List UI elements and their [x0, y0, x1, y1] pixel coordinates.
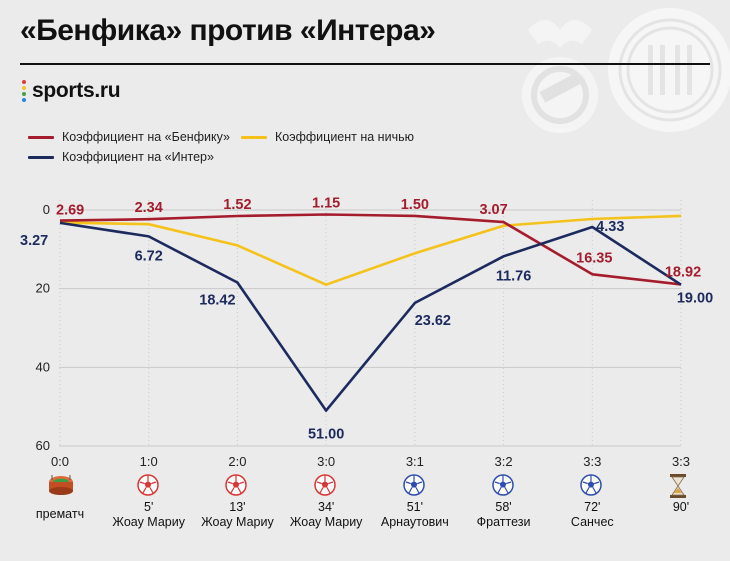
inter-ball-icon [491, 474, 514, 501]
event-player: Жоау Мариу [201, 515, 274, 529]
legend-draw-swatch [241, 135, 267, 139]
x-tick-label: 2:0 [228, 454, 246, 469]
y-tick-label: 40 [36, 359, 50, 374]
event-minute: 51' [406, 500, 423, 514]
brand-name: sports.ru [32, 79, 121, 102]
x-tick-label: 3:1 [406, 454, 424, 469]
inter-crest-icon [608, 8, 730, 132]
inter-ball-icon [403, 474, 425, 501]
benfica-ball-icon [225, 474, 248, 501]
y-tick-label: 0 [43, 202, 50, 217]
benfica-data-label: 18.92 [665, 264, 701, 280]
benfica-data-label: 2.34 [135, 200, 163, 216]
inter-data-label: 11.76 [496, 268, 532, 284]
event-label: 72' Санчес [571, 500, 614, 530]
x-tick-label: 1:0 [140, 454, 158, 469]
inter-data-label: 19.00 [677, 291, 713, 307]
event-minute: 34' [317, 500, 335, 514]
series-line [59, 221, 682, 412]
event-player: Жоау Мариу [289, 515, 363, 529]
hourglass-icon [669, 474, 687, 503]
legend-benfica-label: Коэффициент на «Бенфику» [62, 130, 230, 144]
y-tick-label: 20 [36, 281, 50, 296]
x-tick-label: 0:0 [51, 454, 69, 469]
x-tick-label: 3:2 [495, 454, 513, 469]
event-label: 51' Арнаутович [381, 500, 449, 530]
legend-draw: Коэффициент на ничью [241, 130, 414, 144]
event-player: Фраттези [476, 515, 531, 529]
inter-data-label: 6.72 [135, 248, 163, 264]
inter-data-label: 23.62 [415, 313, 451, 329]
event-player: Санчес [570, 515, 614, 529]
benfica-data-label: 1.50 [401, 197, 429, 213]
page-title: «Бенфика» против «Интера» [20, 14, 436, 47]
event-label: прематч [36, 500, 84, 522]
brand-dots-icon [22, 80, 26, 102]
brand-logo: sports.ru [22, 78, 121, 104]
legend-benfica: Коэффициент на «Бенфику» [28, 130, 230, 144]
benfica-data-label: 3.07 [479, 202, 507, 218]
title-rule [20, 63, 710, 65]
event-minute: 90' [672, 500, 690, 514]
stadium-icon [48, 474, 74, 501]
series-line [59, 213, 682, 286]
legend-inter: Коэффициент на «Интер» [28, 150, 214, 164]
event-minute: 58' [495, 500, 512, 514]
event-label: 58' Фраттези [477, 500, 531, 530]
legend-inter-label: Коэффициент на «Интер» [62, 150, 214, 164]
legend-benfica-swatch [28, 135, 54, 139]
event-label: 34' Жоау Мариу [290, 500, 363, 530]
y-tick-label: 60 [36, 438, 50, 453]
event-label: 13' Жоау Мариу [201, 500, 274, 530]
inter-data-label: 4.33 [596, 219, 624, 235]
event-minute: 13' [229, 500, 246, 514]
benfica-ball-icon [314, 474, 336, 501]
inter-data-label: 51.00 [308, 427, 344, 443]
club-logos [522, 8, 730, 133]
series-line [59, 214, 682, 287]
event-label: 90' [673, 500, 689, 515]
event-player: Арнаутович [380, 515, 449, 529]
legend-inter-swatch [28, 155, 54, 159]
event-minute: 72' [584, 500, 601, 514]
legend-draw-label: Коэффициент на ничью [275, 130, 414, 144]
benfica-ball-icon [136, 474, 159, 501]
benfica-data-label: 2.69 [56, 203, 84, 219]
event-player: Жоау Мариу [112, 515, 185, 529]
inter-data-label: 3.27 [20, 233, 48, 249]
benfica-crest-icon [522, 20, 598, 133]
inter-data-label: 18.42 [199, 292, 235, 308]
x-tick-label: 3:0 [317, 454, 335, 469]
benfica-data-label: 1.15 [312, 196, 340, 212]
inter-ball-icon [580, 474, 603, 501]
benfica-data-label: 1.52 [223, 197, 251, 213]
x-tick-label: 3:3 [672, 454, 690, 469]
benfica-data-label: 16.35 [576, 250, 612, 266]
event-player: прематч [35, 507, 85, 521]
x-tick-label: 3:3 [583, 454, 601, 469]
event-minute: 5' [144, 500, 154, 514]
event-label: 5' Жоау Мариу [112, 500, 185, 530]
